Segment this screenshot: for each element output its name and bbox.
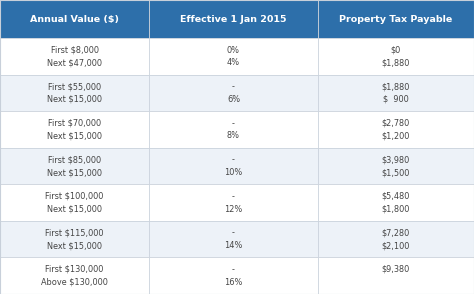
Bar — [0, 184, 149, 221]
Text: -
12%: - 12% — [224, 192, 243, 213]
Bar — [0, 0, 149, 38]
Text: 0%
4%: 0% 4% — [227, 46, 240, 67]
Bar — [0, 38, 149, 75]
Text: Property Tax Payable: Property Tax Payable — [339, 15, 452, 24]
Bar — [318, 258, 474, 294]
Bar — [0, 111, 149, 148]
Bar — [149, 111, 318, 148]
Text: $7,280
$2,100: $7,280 $2,100 — [382, 228, 410, 250]
Text: First $85,000
Next $15,000: First $85,000 Next $15,000 — [47, 155, 102, 177]
Bar — [149, 75, 318, 111]
Text: First $100,000
Next $15,000: First $100,000 Next $15,000 — [46, 192, 104, 213]
Text: First $130,000
Above $130,000: First $130,000 Above $130,000 — [41, 265, 108, 287]
Bar — [149, 0, 318, 38]
Text: -
6%: - 6% — [227, 82, 240, 104]
Text: $5,480
$1,800: $5,480 $1,800 — [382, 192, 410, 213]
Text: First $8,000
Next $47,000: First $8,000 Next $47,000 — [47, 46, 102, 67]
Bar — [149, 184, 318, 221]
Text: $9,380: $9,380 — [382, 265, 410, 287]
Text: -
14%: - 14% — [224, 228, 243, 250]
Text: Effective 1 Jan 2015: Effective 1 Jan 2015 — [180, 15, 287, 24]
Text: Annual Value ($): Annual Value ($) — [30, 15, 119, 24]
Text: $0
$1,880: $0 $1,880 — [382, 46, 410, 67]
Bar — [149, 258, 318, 294]
Bar — [0, 221, 149, 258]
Bar — [318, 111, 474, 148]
Bar — [0, 148, 149, 184]
Text: $1,880
$  900: $1,880 $ 900 — [382, 82, 410, 104]
Bar — [0, 258, 149, 294]
Text: $3,980
$1,500: $3,980 $1,500 — [382, 155, 410, 177]
Text: $2,780
$1,200: $2,780 $1,200 — [382, 119, 410, 141]
Text: -
16%: - 16% — [224, 265, 243, 287]
Text: First $70,000
Next $15,000: First $70,000 Next $15,000 — [47, 119, 102, 141]
Bar — [318, 0, 474, 38]
Bar — [149, 221, 318, 258]
Bar — [318, 75, 474, 111]
Bar — [318, 184, 474, 221]
Text: -
10%: - 10% — [224, 155, 243, 177]
Text: First $115,000
Next $15,000: First $115,000 Next $15,000 — [46, 228, 104, 250]
Text: First $55,000
Next $15,000: First $55,000 Next $15,000 — [47, 82, 102, 104]
Bar — [0, 75, 149, 111]
Bar — [149, 148, 318, 184]
Bar — [318, 148, 474, 184]
Text: -
8%: - 8% — [227, 119, 240, 141]
Bar — [318, 221, 474, 258]
Bar — [318, 38, 474, 75]
Bar — [149, 38, 318, 75]
